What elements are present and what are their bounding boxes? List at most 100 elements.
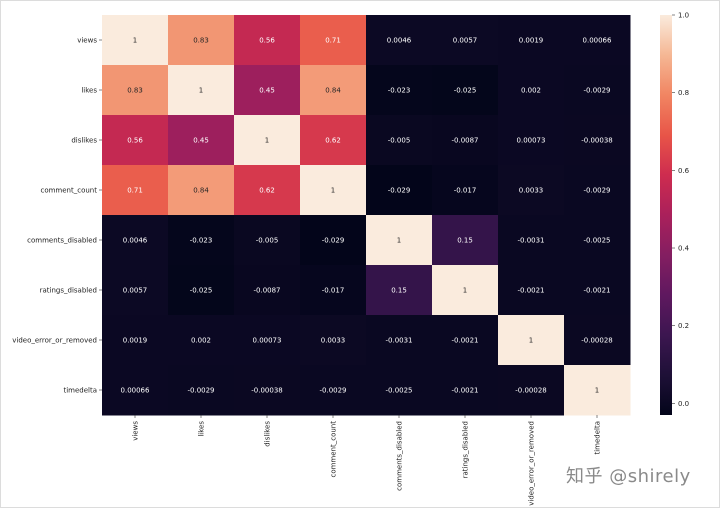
y-tick-label: ratings_disabled xyxy=(40,287,97,295)
colorbar xyxy=(660,15,672,415)
cell-value-label: 0.0033 xyxy=(321,337,346,345)
heatmap-cell xyxy=(102,315,169,366)
cell-value-label: -0.029 xyxy=(322,237,345,245)
y-tick-label: comment_count xyxy=(40,187,97,195)
cell-value-label: -0.0021 xyxy=(583,287,610,295)
heatmap-cell xyxy=(498,165,565,216)
heatmap-cell xyxy=(366,265,433,316)
heatmap-cell xyxy=(168,265,235,316)
cell-value-label: -0.00038 xyxy=(251,387,282,395)
x-tick-label: comment_count xyxy=(330,421,338,478)
heatmap-cell xyxy=(432,365,499,416)
cell-value-label: -0.0025 xyxy=(385,387,412,395)
cell-value-label: -0.023 xyxy=(190,237,213,245)
heatmap-cell xyxy=(234,15,301,66)
heatmap-cell xyxy=(498,315,565,366)
heatmap-cell xyxy=(564,265,631,316)
x-tick-label: timedelta xyxy=(594,421,602,455)
x-tick-labels: views likes dislikes comment_count comments_… xyxy=(132,421,602,506)
cell-value-label: 0.56 xyxy=(127,137,143,145)
heatmap-cell xyxy=(366,165,433,216)
cell-value-label: -0.0021 xyxy=(451,387,478,395)
cell-value-label: -0.0031 xyxy=(517,237,544,245)
heatmap-cell xyxy=(432,115,499,166)
heatmap-cell xyxy=(432,265,499,316)
colorbar-tick-label: 0.6 xyxy=(678,167,690,175)
heatmap-cell xyxy=(234,265,301,316)
cell-value-label: 1 xyxy=(265,137,269,145)
heatmap-cell xyxy=(234,215,301,266)
heatmap-cell xyxy=(498,65,565,116)
cell-value-label: 1 xyxy=(463,287,467,295)
cell-value-label: -0.0025 xyxy=(583,237,610,245)
heatmap-cell xyxy=(300,365,367,416)
colorbar-tick-label: 0.8 xyxy=(678,89,689,97)
y-tick-label: views xyxy=(77,37,97,45)
cell-value-label: 1 xyxy=(199,87,203,95)
cell-value-label: 0.00066 xyxy=(121,387,150,395)
heatmap-cell xyxy=(300,115,367,166)
cell-value-label: -0.005 xyxy=(388,137,411,145)
x-tick-label: ratings_disabled xyxy=(462,421,470,478)
heatmap-cell xyxy=(168,315,235,366)
watermark: 知乎 @shirely xyxy=(566,466,691,487)
heatmap-cell xyxy=(102,165,169,216)
colorbar-tick-label: 0.4 xyxy=(678,245,690,253)
cell-value-label: -0.0029 xyxy=(187,387,214,395)
heatmap-cell xyxy=(564,365,631,416)
y-tick-label: timedelta xyxy=(63,387,97,395)
cell-value-label: 0.00066 xyxy=(583,37,612,45)
cell-value-label: 0.0019 xyxy=(123,337,148,345)
cell-value-label: -0.0031 xyxy=(385,337,412,345)
heatmap-cell xyxy=(234,165,301,216)
heatmap-cell xyxy=(168,65,235,116)
cell-value-label: -0.029 xyxy=(388,187,411,195)
heatmap-cell xyxy=(366,15,433,66)
heatmap-cell xyxy=(564,65,631,116)
heatmap-cell xyxy=(432,65,499,116)
cell-value-label: 0.15 xyxy=(457,237,473,245)
heatmap-cell xyxy=(564,215,631,266)
x-tick-label: video_error_or_removed xyxy=(528,421,536,506)
left-border xyxy=(0,0,1,508)
heatmap-cell xyxy=(366,365,433,416)
cell-value-label: 0.84 xyxy=(193,187,209,195)
cell-value-label: -0.0029 xyxy=(583,87,610,95)
cell-value-label: -0.00038 xyxy=(581,137,612,145)
cell-value-label: 0.45 xyxy=(193,137,209,145)
cell-value-label: 0.002 xyxy=(521,87,541,95)
cell-value-label: 0.00073 xyxy=(253,337,282,345)
colorbar-tick-label: 1.0 xyxy=(678,12,689,20)
cell-value-label: 0.84 xyxy=(325,87,341,95)
cell-value-label: 0.45 xyxy=(259,87,275,95)
cell-value-label: -0.005 xyxy=(256,237,279,245)
cell-value-label: 1 xyxy=(331,187,335,195)
colorbar-tick-label: 0.2 xyxy=(678,322,689,330)
cell-value-label: 1 xyxy=(133,37,137,45)
cell-value-label: -0.025 xyxy=(190,287,213,295)
y-tick-label: comments_disabled xyxy=(27,237,97,245)
heatmap-cell xyxy=(564,115,631,166)
cell-value-label: -0.0087 xyxy=(451,137,478,145)
cell-value-label: -0.0029 xyxy=(583,187,610,195)
heatmap-cell xyxy=(102,65,169,116)
cell-value-label: 1 xyxy=(529,337,533,345)
heatmap-cell xyxy=(168,215,235,266)
cell-value-label: -0.00028 xyxy=(515,387,546,395)
heatmap-cell xyxy=(168,165,235,216)
cell-value-label: -0.017 xyxy=(322,287,345,295)
cell-value-label: -0.017 xyxy=(454,187,477,195)
heatmap-cell xyxy=(234,115,301,166)
heatmap-cell xyxy=(432,165,499,216)
heatmap-cell xyxy=(564,15,631,66)
heatmap-cell xyxy=(102,15,169,66)
heatmap-cell xyxy=(366,215,433,266)
heatmap-cell xyxy=(300,315,367,366)
heatmap-cell xyxy=(498,15,565,66)
heatmap-cell xyxy=(168,115,235,166)
cell-value-label: 0.62 xyxy=(259,187,275,195)
x-tick-label: comments_disabled xyxy=(396,421,404,491)
y-tick-label: dislikes xyxy=(71,137,97,145)
cell-value-label: 0.002 xyxy=(191,337,211,345)
